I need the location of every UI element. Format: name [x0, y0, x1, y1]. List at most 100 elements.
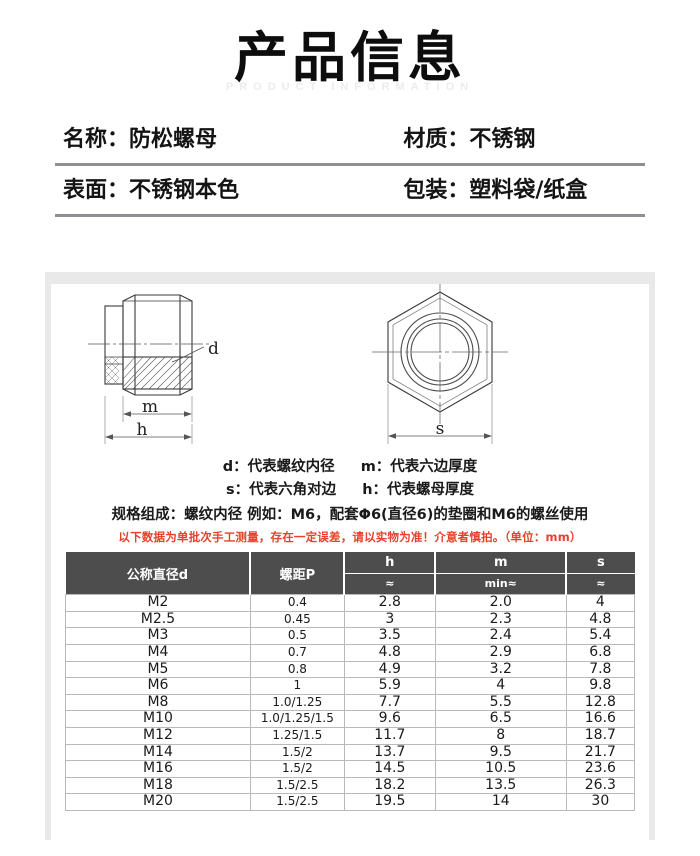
- cell-h: 19.5: [343, 793, 436, 811]
- info-divider-2: [55, 213, 645, 217]
- cell-m: 14: [434, 793, 567, 811]
- col-header-m-label: m: [436, 552, 566, 574]
- col-header-s-sub: ≈: [596, 577, 606, 591]
- info-row-1: 名称：防松螺母 材质：不锈钢: [55, 115, 645, 163]
- cell-nominal-diameter: M4: [65, 643, 251, 662]
- cell-m: 2.4: [434, 627, 567, 645]
- cell-pitch: 1.5/2: [249, 743, 345, 762]
- cell-h: 13.7: [343, 743, 436, 762]
- legend-line-1: d：代表螺纹内径 m：代表六边厚度: [51, 456, 649, 479]
- table-row: M18 1.5/2.5 18.2 13.5 26.3: [65, 776, 636, 795]
- info-packing: 包装：塑料袋/纸盒: [403, 177, 588, 203]
- cell-h: 3: [343, 610, 436, 629]
- table-row: M6 1 5.9 4 9.8: [65, 677, 636, 695]
- label-d: d: [208, 339, 219, 359]
- cell-s: 5.4: [565, 627, 636, 645]
- content-panel: d m h s d：代表螺纹内径 m：代表六边厚度 s：代表六角对边 h：代表螺…: [51, 284, 649, 840]
- cell-nominal-diameter: M16: [65, 760, 251, 778]
- table-row: M16 1.5/2 14.5 10.5 23.6: [65, 760, 636, 778]
- spec-table: 公称直径d 螺距P h ≈ m min≈: [65, 552, 636, 811]
- cell-pitch: 1.25/1.5: [249, 726, 345, 745]
- col-header-s-label: s: [567, 552, 635, 574]
- col-header-nominal-diameter-label: 公称直径d: [126, 567, 189, 583]
- spec-composition-note: 规格组成：螺纹内径 例如：M6，配套Φ6(直径6)的垫圈和M6的螺丝使用: [111, 506, 589, 523]
- label-s: s: [436, 419, 445, 439]
- label-h: h: [137, 420, 148, 440]
- table-row: M3 0.5 3.5 2.4 5.4: [65, 627, 636, 645]
- cell-m: 9.5: [434, 743, 567, 762]
- col-header-pitch-label: 螺距P: [279, 567, 316, 583]
- spec-table-wrapper: 公称直径d 螺距P h ≈ m min≈: [65, 552, 636, 811]
- cell-nominal-diameter: M14: [65, 743, 251, 762]
- cell-h: 5.9: [343, 677, 436, 695]
- table-row: M5 0.8 4.9 3.2 7.8: [65, 660, 636, 679]
- table-row: M2.5 0.45 3 2.3 4.8: [65, 610, 636, 629]
- cell-s: 6.8: [565, 643, 636, 662]
- page-title: 产品信息: [234, 26, 466, 89]
- table-row: M4 0.7 4.8 2.9 6.8: [65, 643, 636, 662]
- cell-pitch: 0.45: [249, 610, 345, 629]
- cell-nominal-diameter: M10: [65, 710, 251, 728]
- cell-h: 14.5: [343, 760, 436, 778]
- cell-nominal-diameter: M3: [65, 627, 251, 645]
- cell-pitch: 1.0/1.25/1.5: [249, 710, 345, 728]
- cell-m: 13.5: [434, 776, 567, 795]
- table-row: M12 1.25/1.5 11.7 8 18.7: [65, 726, 636, 745]
- spec-table-body: M2 0.4 2.8 2.0 4 M2.5 0.45 3 2.3 4.8 M3 0.5 3.5 2.4 5.…: [65, 594, 636, 811]
- info-material: 材质：不锈钢: [403, 126, 536, 152]
- legend-s: s：代表六角对边: [225, 482, 337, 499]
- cell-s: 21.7: [565, 743, 636, 762]
- cell-h: 9.6: [343, 710, 436, 728]
- cell-nominal-diameter: M20: [65, 793, 251, 811]
- legend-d: d：代表螺纹内径: [222, 459, 335, 475]
- cell-m: 8: [434, 726, 567, 745]
- spec-table-header-row: 公称直径d 螺距P h ≈ m min≈: [65, 552, 635, 595]
- col-header-pitch: 螺距P: [250, 552, 346, 595]
- col-header-h-label: h: [345, 552, 435, 574]
- cell-nominal-diameter: M12: [65, 726, 251, 745]
- cell-nominal-diameter: M18: [65, 776, 251, 795]
- page-header: 产品信息 PRODUCT INFORMATION: [0, 0, 700, 93]
- cell-s: 7.8: [565, 660, 636, 679]
- cell-s: 9.8: [565, 677, 636, 695]
- cell-m: 2.3: [434, 610, 567, 629]
- cell-s: 4.8: [565, 610, 636, 629]
- cell-h: 4.8: [343, 643, 436, 662]
- col-header-s: s ≈: [566, 552, 635, 595]
- measurement-warning: 以下数据为单批次手工测量，存在一定误差，请以实物为准！介意者慎拍。（单位：mm）: [118, 529, 582, 544]
- cell-h: 2.8: [343, 594, 436, 612]
- table-row: M14 1.5/2 13.7 9.5 21.7: [65, 743, 636, 762]
- table-row: M2 0.4 2.8 2.0 4: [65, 594, 636, 612]
- cell-m: 6.5: [434, 710, 567, 728]
- content-panel-frame: d m h s d：代表螺纹内径 m：代表六边厚度 s：代表六角对边 h：代表螺…: [45, 272, 655, 840]
- cell-pitch: 1: [249, 677, 345, 695]
- cell-h: 3.5: [343, 627, 436, 645]
- col-header-nominal-diameter: 公称直径d: [65, 552, 252, 595]
- dimension-legend: d：代表螺纹内径 m：代表六边厚度 s：代表六角对边 h：代表螺母厚度 规格组成…: [51, 456, 649, 547]
- cell-nominal-diameter: M5: [65, 660, 251, 679]
- col-header-m-sub: min≈: [484, 577, 517, 591]
- cell-m: 10.5: [434, 760, 567, 778]
- info-name: 名称：防松螺母: [63, 126, 218, 152]
- cell-m: 2.9: [434, 643, 567, 662]
- cell-s: 12.8: [565, 693, 636, 712]
- cell-pitch: 1.5/2: [249, 760, 345, 778]
- cell-pitch: 1.0/1.25: [249, 693, 345, 712]
- col-header-h-sub: ≈: [385, 577, 395, 591]
- page-subtitle: PRODUCT INFORMATION: [225, 80, 475, 93]
- cell-m: 4: [434, 677, 567, 695]
- legend-m: m：代表六边厚度: [360, 459, 478, 475]
- cell-pitch: 0.4: [249, 594, 345, 612]
- cell-nominal-diameter: M2: [65, 594, 251, 612]
- cell-h: 11.7: [343, 726, 436, 745]
- cell-s: 18.7: [565, 726, 636, 745]
- spec-table-head: 公称直径d 螺距P h ≈ m min≈: [65, 552, 635, 595]
- table-row: M20 1.5/2.5 19.5 14 30: [65, 793, 636, 811]
- cell-pitch: 1.5/2.5: [249, 793, 345, 811]
- col-header-h: h ≈: [344, 552, 437, 595]
- cell-m: 2.0: [434, 594, 567, 612]
- legend-line-2: s：代表六角对边 h：代表螺母厚度: [51, 479, 649, 502]
- cell-pitch: 0.8: [249, 660, 345, 679]
- col-header-m: m min≈: [435, 552, 568, 595]
- info-surface: 表面：不锈钢本色: [63, 177, 240, 203]
